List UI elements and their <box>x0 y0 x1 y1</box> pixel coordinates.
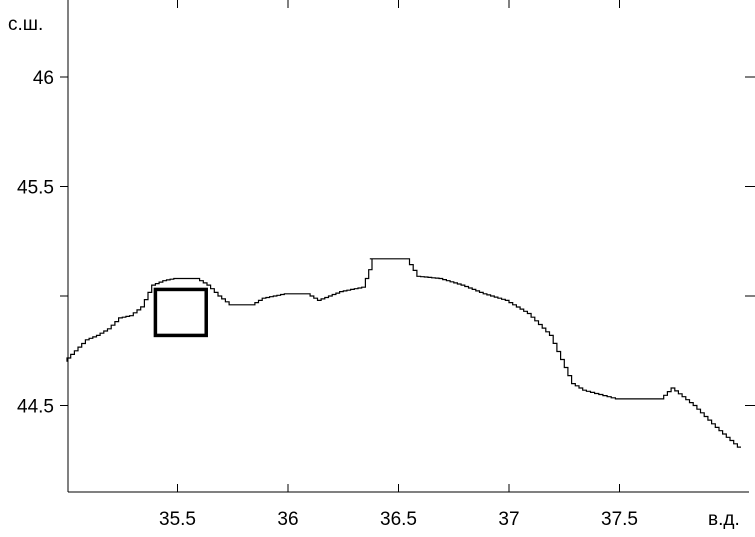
latitude-unit-label: с.ш. <box>8 14 43 35</box>
y-tick-label: 46 <box>33 68 54 89</box>
x-tick-label: 37.5 <box>601 509 638 530</box>
x-tick-label: 36 <box>277 509 298 530</box>
x-tick-label: 37 <box>498 509 519 530</box>
study-area-box <box>153 287 208 338</box>
longitude-unit-label: в.д. <box>708 509 740 530</box>
y-tick-label: 45.5 <box>17 178 54 199</box>
x-tick-label: 36.5 <box>380 509 417 530</box>
coastline <box>66 258 741 448</box>
x-tick-label: 35.5 <box>159 509 196 530</box>
y-tick-label: 44.5 <box>17 397 54 418</box>
